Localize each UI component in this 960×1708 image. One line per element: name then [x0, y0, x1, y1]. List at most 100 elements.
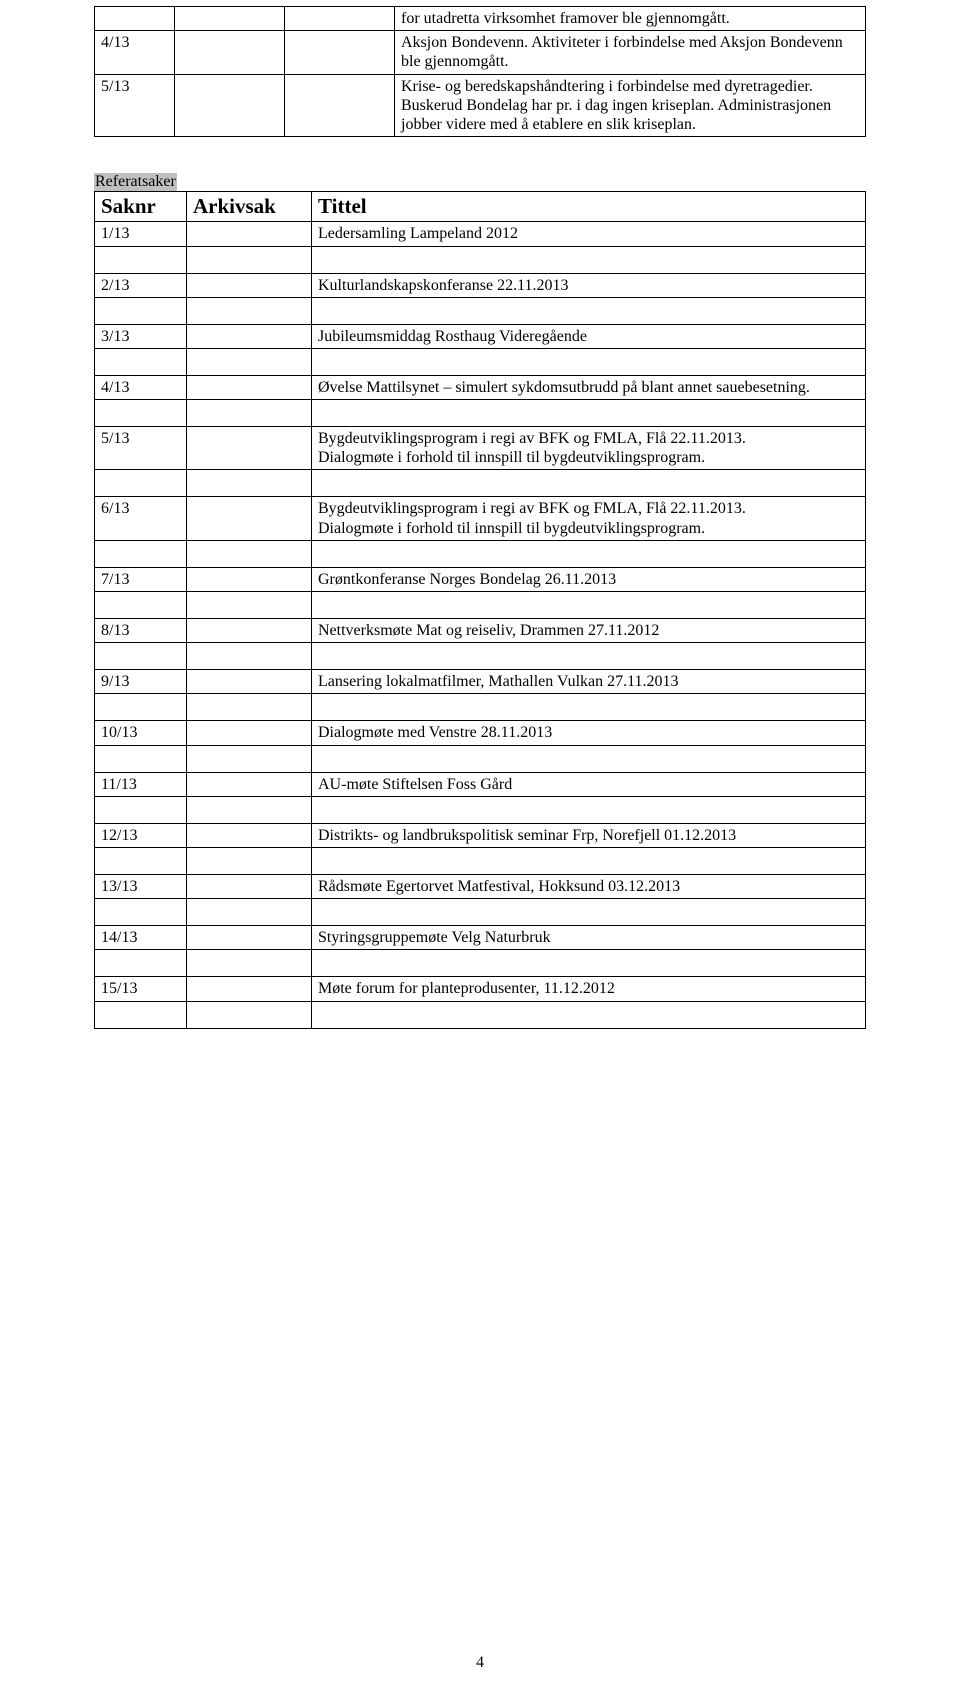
spacer-row — [95, 694, 866, 721]
table-cell — [187, 246, 312, 273]
table-cell: Rådsmøte Egertorvet Matfestival, Hokksun… — [312, 874, 866, 898]
table-cell: Kulturlandskapskonferanse 22.11.2013 — [312, 273, 866, 297]
table-cell: for utadretta virksomhet framover ble gj… — [395, 7, 866, 31]
table-row: 8/13Nettverksmøte Mat og reiseliv, Dramm… — [95, 619, 866, 643]
spacer-row — [95, 1001, 866, 1028]
table-cell — [312, 899, 866, 926]
table-cell — [187, 745, 312, 772]
table-cell: 10/13 — [95, 721, 187, 745]
table-row: 15/13 Møte forum for planteprodusenter, 1… — [95, 977, 866, 1001]
table-cell: 11/13 — [95, 772, 187, 796]
table-row: 1/13 Ledersamling Lampeland 2012 — [95, 222, 866, 246]
spacer-row — [95, 745, 866, 772]
table-cell — [95, 540, 187, 567]
table-row: 5/13Krise- og beredskapshåndtering i for… — [95, 74, 866, 137]
table-cell — [187, 796, 312, 823]
table-cell — [95, 592, 187, 619]
table-cell — [312, 847, 866, 874]
table-row: 5/13Bygdeutviklingsprogram i regi av BFK… — [95, 427, 866, 470]
table-cell — [187, 643, 312, 670]
table-cell — [312, 745, 866, 772]
table-row: 3/13 Jubileumsmiddag Rosthaug Videregåend… — [95, 324, 866, 348]
table-cell — [187, 400, 312, 427]
table-cell — [95, 899, 187, 926]
table-cell — [187, 950, 312, 977]
table-cell — [95, 745, 187, 772]
page-number: 4 — [0, 1654, 960, 1672]
table-row: 13/13 Rådsmøte Egertorvet Matfestival, Ho… — [95, 874, 866, 898]
table-cell — [187, 899, 312, 926]
table-cell — [95, 470, 187, 497]
table-cell — [312, 643, 866, 670]
table-cell: AU-møte Stiftelsen Foss Gård — [312, 772, 866, 796]
table-cell — [187, 847, 312, 874]
table-cell — [187, 823, 312, 847]
table-cell — [175, 7, 285, 31]
table-cell — [187, 977, 312, 1001]
col-arkivsak: Arkivsak — [187, 192, 312, 222]
table-cell — [187, 273, 312, 297]
spacer-row — [95, 796, 866, 823]
table-cell: 3/13 — [95, 324, 187, 348]
spacer-row — [95, 400, 866, 427]
table-cell — [312, 246, 866, 273]
spacer-row — [95, 847, 866, 874]
table-cell: 1/13 — [95, 222, 187, 246]
table-cell: 15/13 — [95, 977, 187, 1001]
table-cell: Aksjon Bondevenn. Aktiviteter i forbinde… — [395, 31, 866, 74]
table-cell — [95, 847, 187, 874]
table-cell — [187, 694, 312, 721]
table-cell: Krise- og beredskapshåndtering i forbind… — [395, 74, 866, 137]
spacer-row — [95, 592, 866, 619]
table-cell: 7/13 — [95, 567, 187, 591]
table-cell — [175, 74, 285, 137]
table-cell: Distrikts- og landbrukspolitisk seminar … — [312, 823, 866, 847]
table-cell — [187, 926, 312, 950]
table-cell: Møte forum for planteprodusenter, 11.12.… — [312, 977, 866, 1001]
table-cell — [95, 246, 187, 273]
spacer-row — [95, 950, 866, 977]
table-cell — [312, 540, 866, 567]
table-cell — [312, 796, 866, 823]
table-cell: Nettverksmøte Mat og reiseliv, Drammen 2… — [312, 619, 866, 643]
top-table: for utadretta virksomhet framover ble gj… — [94, 6, 866, 137]
table-cell — [187, 619, 312, 643]
table-cell: Øvelse Mattilsynet – simulert sykdomsutb… — [312, 375, 866, 399]
table-cell: 13/13 — [95, 874, 187, 898]
col-saknr: Saknr — [95, 192, 187, 222]
table-row: 14/13Styringsgruppemøte Velg Naturbruk — [95, 926, 866, 950]
table-cell: Grøntkonferanse Norges Bondelag 26.11.20… — [312, 567, 866, 591]
table-cell — [175, 31, 285, 74]
table-cell — [95, 643, 187, 670]
table-cell — [95, 796, 187, 823]
table-cell: 6/13 — [95, 497, 187, 540]
col-tittel: Tittel — [312, 192, 866, 222]
table-cell — [187, 375, 312, 399]
table-cell — [95, 7, 175, 31]
table-cell — [95, 950, 187, 977]
table-row: 12/13Distrikts- og landbrukspolitisk sem… — [95, 823, 866, 847]
table-cell — [187, 567, 312, 591]
table-cell — [187, 222, 312, 246]
table-cell: Bygdeutviklingsprogram i regi av BFK og … — [312, 497, 866, 540]
table-cell — [95, 1001, 187, 1028]
table-cell: 4/13 — [95, 31, 175, 74]
table-cell — [187, 470, 312, 497]
table-cell — [187, 721, 312, 745]
table-cell — [312, 400, 866, 427]
table-cell: Jubileumsmiddag Rosthaug Videregående — [312, 324, 866, 348]
table-cell — [187, 297, 312, 324]
spacer-row — [95, 246, 866, 273]
table-cell — [187, 1001, 312, 1028]
table-cell: Lansering lokalmatfilmer, Mathallen Vulk… — [312, 670, 866, 694]
table-cell — [312, 592, 866, 619]
table-cell — [95, 297, 187, 324]
table-cell: Styringsgruppemøte Velg Naturbruk — [312, 926, 866, 950]
table-cell: Bygdeutviklingsprogram i regi av BFK og … — [312, 427, 866, 470]
table-row: for utadretta virksomhet framover ble gj… — [95, 7, 866, 31]
table-cell — [187, 324, 312, 348]
table-cell: Dialogmøte med Venstre 28.11.2013 — [312, 721, 866, 745]
table-cell: Ledersamling Lampeland 2012 — [312, 222, 866, 246]
table-cell — [312, 694, 866, 721]
spacer-row — [95, 297, 866, 324]
